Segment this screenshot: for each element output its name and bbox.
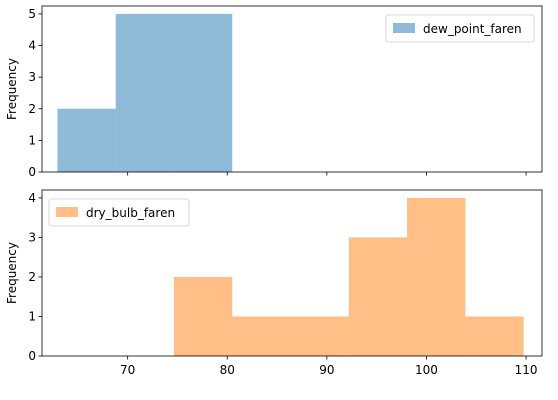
histogram-bar [290, 316, 349, 356]
histogram-bar [173, 13, 233, 173]
subplot-2: 0 1 2 3 4 70 80 90 100 110 Frequency dry_bulb_faren [5, 189, 543, 377]
legend-box [48, 198, 190, 227]
x-tick-label: 90 [319, 363, 334, 377]
histogram-bar [57, 108, 116, 172]
y-tick-label: 2 [28, 102, 36, 116]
histogram-bar [115, 13, 174, 173]
histogram-bar [173, 276, 233, 356]
legend-label: dew_point_faren [423, 22, 522, 36]
legend: dry_bulb_faren [48, 198, 190, 227]
legend-swatch [56, 207, 78, 217]
y-tick-label: 4 [28, 191, 36, 205]
histogram-bar [232, 316, 291, 356]
y-tick-label: 0 [28, 349, 36, 363]
y-tick-label: 4 [28, 39, 36, 53]
legend-label: dry_bulb_faren [86, 206, 175, 220]
y-tick-label: 3 [28, 70, 36, 84]
y-tick-label: 0 [28, 165, 36, 179]
axes-frame [41, 189, 543, 357]
x-tick-label: 80 [220, 363, 235, 377]
y-axis-label: Frequency [5, 242, 19, 304]
x-tick-label: 110 [515, 363, 538, 377]
y-tick-label: 1 [28, 309, 36, 323]
legend-box [385, 14, 535, 43]
legend-swatch [393, 23, 415, 33]
histogram-bar [465, 316, 524, 356]
axes-frame [41, 5, 543, 173]
y-tick-label: 3 [28, 230, 36, 244]
y-tick-label: 1 [28, 133, 36, 147]
histogram-bar [407, 197, 466, 356]
y-tick-label: 5 [28, 7, 36, 21]
x-tick-label: 70 [120, 363, 135, 377]
subplot-1: 0 1 2 3 4 5 Frequency dew_point_faren [5, 5, 543, 179]
legend: dew_point_faren [385, 14, 535, 43]
y-axis-label: Frequency [5, 58, 19, 120]
y-tick-label: 2 [28, 270, 36, 284]
x-tick-label: 100 [415, 363, 438, 377]
histogram-bar [348, 237, 408, 356]
